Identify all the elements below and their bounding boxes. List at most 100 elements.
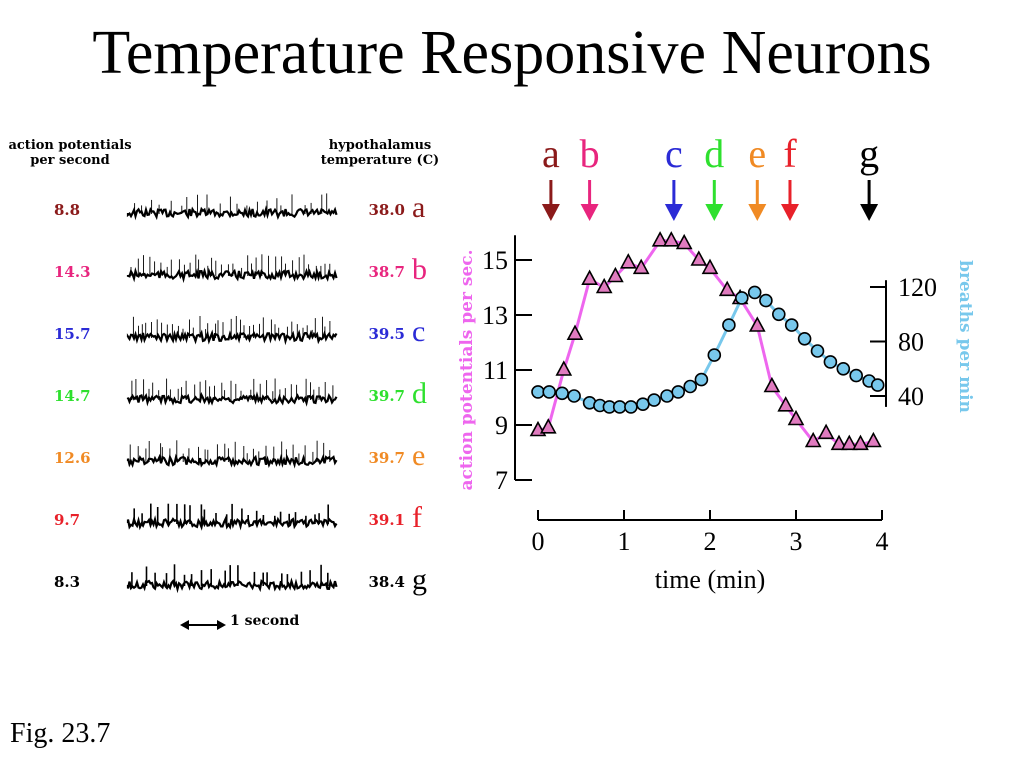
data-point-breaths — [671, 385, 685, 399]
recording-letter: f — [412, 501, 422, 534]
temperature-value: 39.7 — [368, 387, 405, 405]
data-point-breaths — [722, 318, 736, 332]
left-axis-tick-label: 15 — [482, 246, 508, 275]
temperature-value: 38.0 — [368, 201, 405, 219]
recording-row-e: 12.6 39.7 e — [0, 440, 470, 493]
time-marker-arrow-head — [860, 204, 879, 221]
data-point-action-potentials — [777, 396, 795, 412]
time-marker-arrow-head — [664, 204, 683, 221]
data-point-breaths — [612, 400, 627, 414]
data-point-breaths — [870, 378, 885, 392]
data-point-action-potentials — [830, 434, 848, 451]
scale-arrow-icon — [180, 620, 226, 630]
right-axis-tick-label: 80 — [898, 328, 924, 357]
data-point-breaths — [836, 362, 851, 376]
time-marker-arrow-head — [541, 204, 560, 221]
x-axis-tick-label: 1 — [618, 527, 631, 556]
data-point-action-potentials — [607, 266, 624, 283]
temperature-value: 38.4 — [368, 573, 405, 591]
recording-letter: a — [412, 191, 426, 224]
left-axis-label: action potentials per sec. — [457, 249, 477, 490]
time-marker-letter: g — [859, 131, 879, 176]
data-point-action-potentials — [581, 269, 598, 285]
data-point-breaths — [734, 291, 749, 305]
data-point-action-potentials — [718, 280, 736, 297]
series-line-breaths — [538, 290, 879, 409]
data-point-action-potentials — [804, 431, 822, 448]
data-point-action-potentials — [632, 258, 650, 275]
firing-rate-value: 14.3 — [54, 263, 91, 281]
data-point-breaths — [542, 385, 556, 399]
data-point-breaths — [810, 344, 825, 358]
time-marker-arrow-head — [748, 204, 767, 221]
time-marker-arrow-head — [705, 204, 724, 221]
time-marker-letter: f — [783, 131, 797, 176]
firing-rate-value: 8.3 — [54, 573, 81, 591]
recording-row-c: 15.7 39.5 c — [0, 316, 470, 369]
data-point-action-potentials — [763, 376, 781, 393]
x-axis-tick-label: 2 — [704, 527, 717, 556]
firing-rate-value: 8.8 — [54, 201, 81, 219]
scale-label: 1 second — [230, 613, 300, 629]
data-point-breaths — [694, 372, 709, 387]
spike-trace — [126, 440, 338, 469]
temperature-value: 39.7 — [368, 449, 405, 467]
left-axis-tick-label: 7 — [495, 466, 508, 495]
temperature-column-header: hypothalamus temperature (C) — [320, 138, 440, 168]
spike-trace — [126, 254, 338, 284]
time-marker-arrow-head — [580, 204, 599, 221]
data-point-breaths — [567, 389, 581, 403]
data-point-action-potentials — [840, 434, 858, 451]
right-axis-tick-label: 120 — [898, 273, 937, 302]
data-point-breaths — [647, 393, 661, 407]
left-axis-tick-label: 13 — [482, 301, 508, 330]
recording-row-d: 14.7 39.7 d — [0, 378, 470, 431]
time-marker-arrow-head — [780, 204, 799, 221]
data-point-action-potentials — [817, 423, 835, 440]
data-point-breaths — [784, 318, 799, 332]
temperature-value: 38.7 — [368, 263, 405, 281]
data-point-action-potentials — [662, 231, 680, 247]
data-point-action-potentials — [539, 418, 557, 434]
data-point-action-potentials — [852, 434, 869, 451]
data-point-breaths — [797, 332, 812, 346]
recording-letter: g — [412, 563, 427, 596]
firing-rate-value: 12.6 — [54, 449, 91, 467]
spike-trace — [126, 564, 338, 594]
data-point-breaths — [771, 307, 786, 322]
recording-row-f: 9.7 39.1 f — [0, 501, 470, 555]
data-point-breaths — [624, 400, 638, 414]
data-point-breaths — [683, 379, 697, 394]
recording-row-a: 8.8 38.0 a — [0, 191, 470, 245]
right-axis-tick-label: 40 — [898, 382, 924, 411]
data-point-breaths — [747, 285, 762, 300]
data-point-breaths — [636, 397, 650, 412]
firing-rate-value: 9.7 — [54, 511, 81, 529]
data-point-action-potentials — [619, 253, 637, 269]
slide-title: Temperature Responsive Neurons — [92, 19, 932, 87]
spike-trace — [126, 503, 338, 531]
data-point-breaths — [823, 355, 838, 369]
data-point-action-potentials — [865, 431, 882, 448]
data-point-action-potentials — [555, 360, 573, 376]
time-marker-letter: e — [748, 131, 766, 176]
data-point-action-potentials — [787, 409, 805, 426]
temperature-value: 39.5 — [368, 325, 405, 343]
spike-trace — [126, 316, 338, 346]
time-marker-letter: c — [665, 131, 683, 176]
rate-column-header: action potentials per second — [8, 138, 132, 168]
time-marker-letter: b — [580, 131, 600, 176]
spike-trace — [126, 193, 338, 221]
data-point-breaths — [555, 386, 569, 401]
recording-letter: b — [412, 253, 427, 286]
recording-row-g: 8.3 38.4 g — [0, 563, 470, 617]
data-point-action-potentials — [675, 233, 693, 250]
spike-trace — [126, 378, 338, 407]
data-point-action-potentials — [566, 324, 584, 340]
left-axis-tick-label: 11 — [483, 356, 508, 385]
x-axis-label: time (min) — [655, 565, 765, 594]
data-point-breaths — [660, 389, 674, 403]
data-point-action-potentials — [651, 231, 669, 247]
data-point-breaths — [849, 368, 864, 383]
